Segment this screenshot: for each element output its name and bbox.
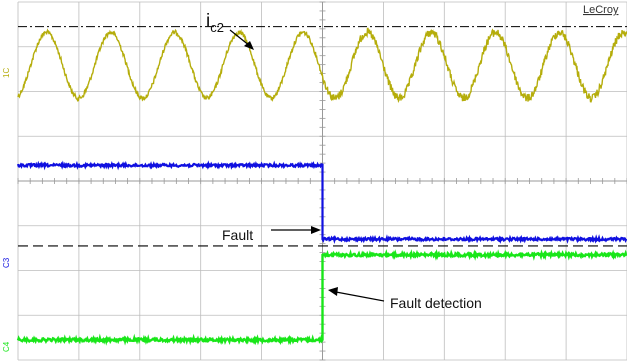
- ic2-arrow-line: [229, 29, 251, 47]
- channel-label-c4: C4: [2, 341, 11, 352]
- channel-label-c1: 1C: [2, 68, 11, 78]
- fault-detection-arrowhead: [328, 287, 338, 296]
- fault-arrowhead: [311, 226, 321, 234]
- fault-signal-trace: [16, 160, 627, 244]
- ic2-arrowhead: [244, 41, 254, 50]
- fault-detection-arrow-line: [335, 291, 385, 302]
- fault-detection-trace: [16, 248, 627, 346]
- channel-label-c3: C3: [2, 257, 11, 268]
- fault-detection-label: Fault detection: [390, 295, 482, 311]
- fault-label: Fault: [222, 227, 253, 243]
- ic2-label: ic2: [206, 11, 224, 35]
- reference-lines: [18, 26, 627, 247]
- brand-label: LeCroy: [583, 4, 619, 16]
- ic2-current-trace: [17, 27, 627, 103]
